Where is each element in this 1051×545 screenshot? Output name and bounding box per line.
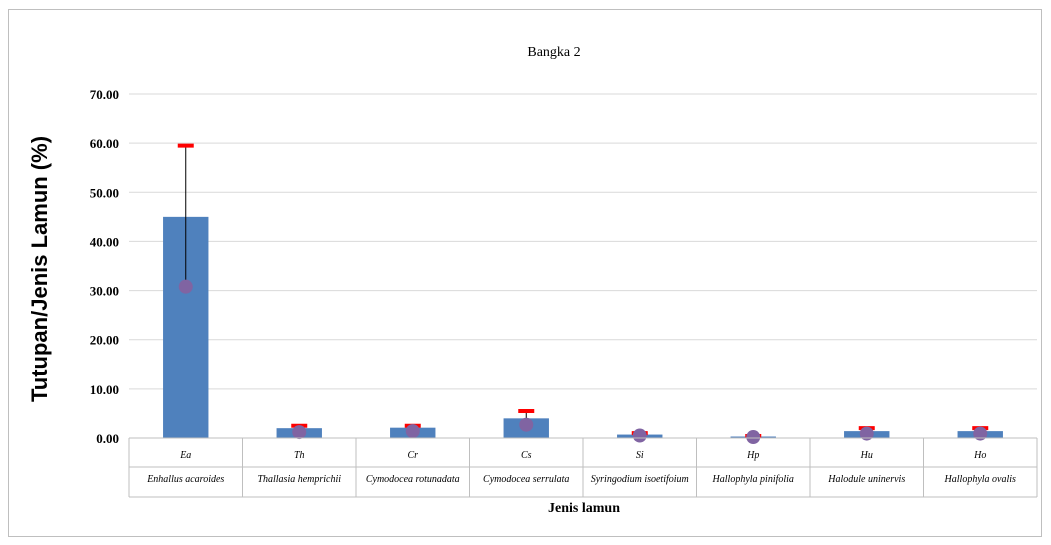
data-marker [859,426,874,441]
chart-title: Bangka 2 [527,45,580,60]
data-marker [632,428,647,443]
category-code-label: Si [636,450,644,461]
chart-frame: Bangka 2 Tutupan/Jenis Lamun (%) Jenis l… [8,9,1042,537]
category-code-label: Th [294,450,305,461]
category-code-label: Ea [179,450,191,461]
data-marker [292,425,307,440]
category-name-label: Enhallus acaroides [146,474,224,485]
category-code-label: Hu [860,450,873,461]
data-marker [405,424,420,439]
data-marker [746,430,761,445]
x-axis-label: Jenis lamun [548,501,620,516]
y-tick-label: 0.00 [96,431,119,446]
y-tick-label: 60.00 [90,136,119,151]
data-marker [973,426,988,441]
bar-chart: Bangka 2 Tutupan/Jenis Lamun (%) Jenis l… [27,45,1038,516]
y-tick-label: 50.00 [90,185,119,200]
y-tick-label: 20.00 [90,333,119,348]
y-tick-label: 40.00 [90,234,119,249]
category-name-label: Thallasia hemprichii [257,474,341,485]
y-axis-label: Tutupan/Jenis Lamun (%) [27,136,52,402]
y-tick-label: 70.00 [90,87,119,102]
data-marker [178,279,193,294]
y-tick-label: 30.00 [90,284,119,299]
y-tick-label: 10.00 [90,382,119,397]
category-name-label: Hallophyla ovalis [944,474,1016,485]
data-marker [519,417,534,432]
category-code-label: Ho [973,450,986,461]
category-name-label: Cymodocea serrulata [483,474,569,485]
category-code-label: Cr [407,450,418,461]
category-name-label: Hallophyla pinifolia [712,474,794,485]
category-code-label: Cs [521,450,532,461]
category-code-label: Hp [746,450,759,461]
category-name-label: Syringodium isoetifoium [591,474,689,485]
category-name-label: Halodule uninervis [827,474,905,485]
category-name-label: Cymodocea rotunadata [366,474,460,485]
